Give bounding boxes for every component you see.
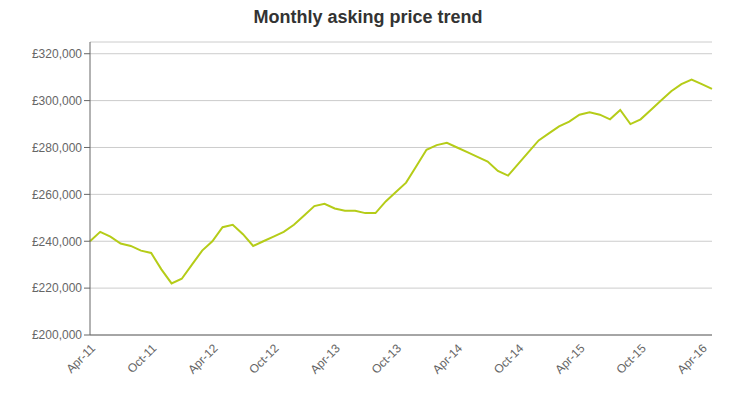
html-text:Monthly asking price trend: Monthly asking price trend: [253, 7, 483, 27]
svg-text:Apr-12: Apr-12: [185, 341, 221, 377]
svg-text:£300,000: £300,000: [32, 94, 82, 108]
svg-text:£200,000: £200,000: [32, 328, 82, 342]
svg-text:Apr-16: Apr-16: [675, 341, 711, 377]
svg-text:£280,000: £280,000: [32, 141, 82, 155]
svg-text:£220,000: £220,000: [32, 281, 82, 295]
svg-text:£320,000: £320,000: [32, 47, 82, 61]
svg-text:Apr-13: Apr-13: [307, 341, 343, 377]
svg-text:Oct-11: Oct-11: [125, 341, 160, 376]
svg-text:Oct-12: Oct-12: [246, 341, 282, 377]
svg-text:Oct-13: Oct-13: [369, 341, 405, 377]
svg-text:Oct-14: Oct-14: [491, 341, 527, 377]
svg-text:Apr-11: Apr-11: [63, 341, 98, 376]
svg-text:Apr-15: Apr-15: [552, 341, 588, 377]
svg-text:£260,000: £260,000: [32, 188, 82, 202]
svg-text:Apr-14: Apr-14: [430, 341, 466, 377]
svg-text:Oct-15: Oct-15: [613, 341, 649, 377]
svg-text:£240,000: £240,000: [32, 235, 82, 249]
